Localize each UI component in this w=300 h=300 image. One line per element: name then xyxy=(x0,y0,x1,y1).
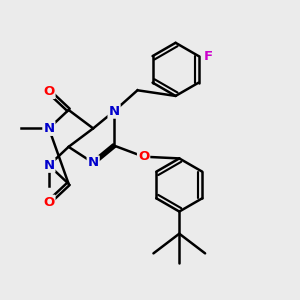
Text: N: N xyxy=(43,159,55,172)
Text: N: N xyxy=(88,156,99,169)
Text: O: O xyxy=(43,85,55,98)
Text: O: O xyxy=(138,150,149,163)
Text: O: O xyxy=(43,196,55,209)
Text: N: N xyxy=(43,122,55,135)
Text: F: F xyxy=(203,50,212,63)
Text: N: N xyxy=(109,105,120,118)
